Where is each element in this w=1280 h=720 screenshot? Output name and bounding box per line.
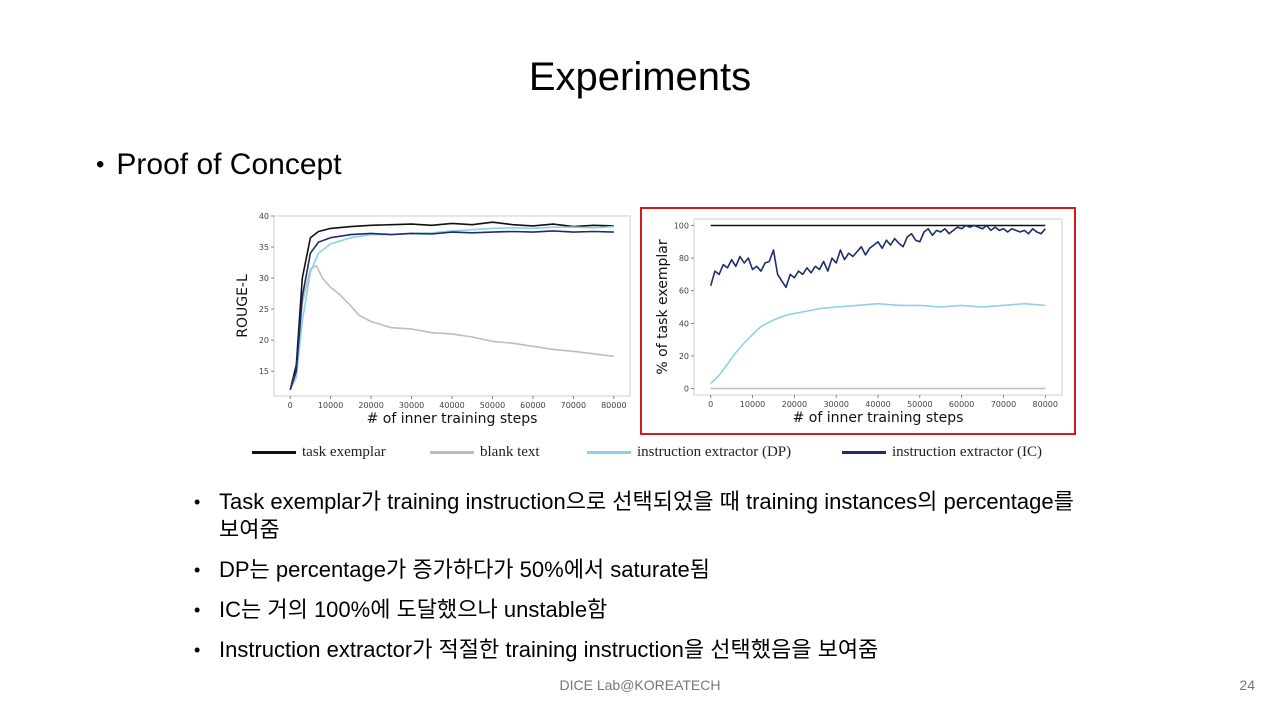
legend-swatch <box>430 451 474 454</box>
x-axis-label: # of inner training steps <box>793 410 964 426</box>
bullet-dot-icon: • <box>194 600 201 620</box>
series-line <box>289 264 614 391</box>
list-item: • DP는 percentage가 증가하다가 50%에서 saturate됨 <box>194 556 1074 584</box>
x-tick-label: 80000 <box>601 401 626 410</box>
x-tick-label: 0 <box>288 401 293 410</box>
highlight-box: 0 10000 20000 30000 40000 50000 60000 70000 8000… <box>640 207 1076 435</box>
y-tick-label: 15 <box>259 367 269 376</box>
legend-label: instruction extractor (DP) <box>637 444 792 460</box>
legend-item: instruction extractor (IC) <box>842 444 1042 461</box>
bullet-list: • Task exemplar가 training instruction으로 … <box>194 488 1074 676</box>
x-tick-label: 60000 <box>520 401 545 410</box>
legend-item: task exemplar <box>252 444 386 461</box>
list-item: • Task exemplar가 training instruction으로 … <box>194 488 1074 544</box>
legend-swatch <box>587 451 631 454</box>
bullet-text: Task exemplar가 training instruction으로 선택… <box>219 489 1074 542</box>
legend-swatch <box>252 451 296 454</box>
y-tick-label: 40 <box>679 319 689 328</box>
bullet-text: Instruction extractor가 적절한 training inst… <box>219 637 879 662</box>
list-item: • IC는 거의 100%에 도달했으나 unstable함 <box>194 596 1074 624</box>
plot-area <box>693 218 1063 396</box>
page-number: 24 <box>1239 677 1255 693</box>
x-tick-label: 20000 <box>782 400 807 409</box>
main-bullet: • Proof of Concept <box>96 148 342 182</box>
task-exemplar-percentage-chart: 0 10000 20000 30000 40000 50000 60000 70000 8000… <box>655 218 1063 426</box>
y-tick-label: 30 <box>259 274 269 283</box>
y-axis-label: ROUGE-L <box>235 274 251 338</box>
x-tick-label: 20000 <box>358 401 383 410</box>
y-tick-label: 0 <box>684 384 689 393</box>
x-tick-label: 80000 <box>1033 400 1058 409</box>
x-axis-label: # of inner training steps <box>367 411 538 427</box>
legend-item: instruction extractor (DP) <box>587 444 791 461</box>
plot-area <box>273 215 631 397</box>
list-item: • Instruction extractor가 적절한 training in… <box>194 636 1074 664</box>
x-tick-label: 70000 <box>991 400 1016 409</box>
main-bullet-text: Proof of Concept <box>116 148 342 181</box>
x-tick-label: 30000 <box>823 400 848 409</box>
footer-text: DICE Lab@KOREATECH <box>559 677 721 693</box>
rouge-chart-container: 0 10000 20000 30000 40000 50000 60000 70000 8000… <box>232 208 632 439</box>
y-tick-label: 20 <box>259 336 269 345</box>
series-line <box>289 230 614 391</box>
y-tick-label: 20 <box>679 352 689 361</box>
x-tick-label: 50000 <box>907 400 932 409</box>
legend-label: blank text <box>480 444 540 460</box>
y-axis-label: % of task exemplar <box>655 239 671 374</box>
bullet-dot-icon: • <box>194 640 201 660</box>
bullet-dot-icon: • <box>194 492 201 512</box>
bullet-text: DP는 percentage가 증가하다가 50%에서 saturate됨 <box>219 557 711 582</box>
x-tick-label: 0 <box>708 400 713 409</box>
legend-swatch <box>842 451 886 454</box>
y-tick-label: 80 <box>679 254 689 263</box>
x-tick-label: 60000 <box>949 400 974 409</box>
x-tick-label: 10000 <box>740 400 765 409</box>
bullet-dot-icon: • <box>96 151 105 178</box>
y-tick-label: 25 <box>259 305 269 314</box>
legend-item: blank text <box>430 444 540 461</box>
series-line <box>709 224 1046 289</box>
legend-label: task exemplar <box>302 444 386 460</box>
bullet-dot-icon: • <box>194 560 201 580</box>
series-line <box>289 221 614 390</box>
chart-legend: task exemplar blank text instruction ext… <box>252 444 1072 464</box>
legend-label: instruction extractor (IC) <box>892 444 1042 460</box>
y-tick-label: 35 <box>259 243 269 252</box>
bullet-text: IC는 거의 100%에 도달했으나 unstable함 <box>219 597 608 622</box>
y-tick-label: 60 <box>679 287 689 296</box>
y-tick-label: 40 <box>259 212 269 221</box>
x-tick-label: 40000 <box>439 401 464 410</box>
x-tick-label: 70000 <box>561 401 586 410</box>
x-tick-label: 50000 <box>480 401 505 410</box>
x-tick-label: 10000 <box>318 401 343 410</box>
series-line <box>710 302 1046 385</box>
y-tick-label: 100 <box>674 222 689 231</box>
x-tick-label: 40000 <box>865 400 890 409</box>
x-tick-label: 30000 <box>399 401 424 410</box>
slide-title: Experiments <box>528 55 752 99</box>
rouge-l-chart: 0 10000 20000 30000 40000 50000 60000 70000 8000… <box>235 212 631 427</box>
